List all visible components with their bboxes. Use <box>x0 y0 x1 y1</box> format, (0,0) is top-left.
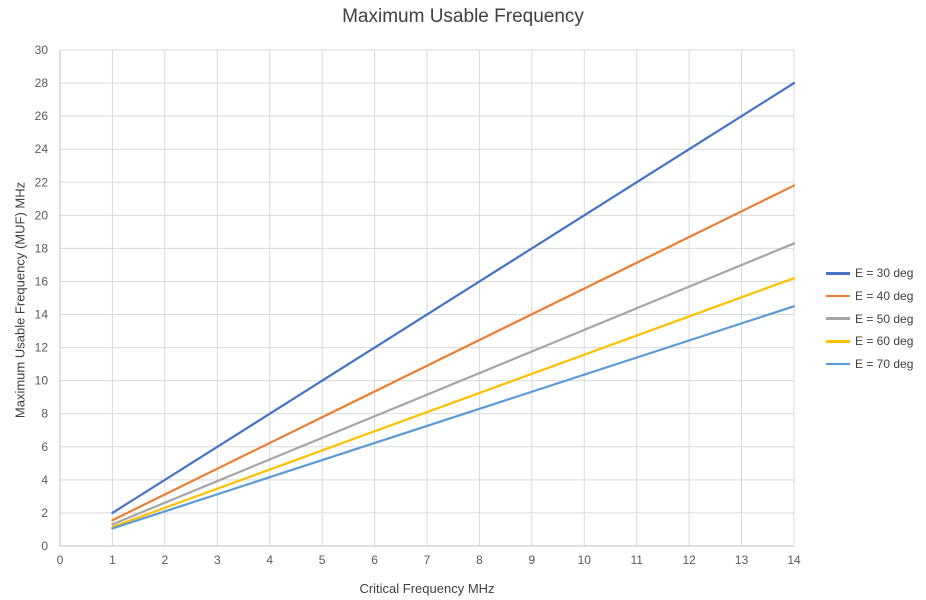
y-tick-label: 20 <box>35 208 49 222</box>
x-tick-label: 0 <box>57 553 64 567</box>
legend-item: E = 70 deg <box>826 353 913 376</box>
series-line-5 <box>111 305 796 530</box>
x-tick-label: 4 <box>266 553 273 567</box>
series-line-4 <box>111 277 796 529</box>
x-tick-labels: 0 1 2 3 4 5 6 7 8 9 10 11 12 13 14 <box>57 553 801 567</box>
legend-item: E = 50 deg <box>826 307 913 330</box>
series-line-1 <box>111 81 796 515</box>
x-tick-label: 3 <box>214 553 221 567</box>
legend-label: E = 30 deg <box>855 266 914 281</box>
x-tick-label: 11 <box>630 553 643 567</box>
legend-item: E = 30 deg <box>826 262 913 285</box>
x-tick-label: 12 <box>682 553 696 567</box>
y-tick-label: 4 <box>41 473 48 487</box>
legend: E = 30 deg E = 40 deg E = 50 deg E = 60 deg… <box>826 262 913 375</box>
legend-label: E = 40 deg <box>855 289 914 304</box>
x-tick-label: 6 <box>371 553 378 567</box>
y-tick-label: 30 <box>35 43 49 57</box>
axes <box>59 50 794 547</box>
x-tick-label: 10 <box>578 553 592 567</box>
y-tick-label: 10 <box>35 374 49 388</box>
y-tick-label: 18 <box>35 241 49 255</box>
x-tick-label: 2 <box>162 553 169 567</box>
legend-label: E = 60 deg <box>855 334 914 349</box>
legend-swatch <box>826 272 850 275</box>
legend-label: E = 50 deg <box>855 311 914 326</box>
x-tick-label: 9 <box>529 553 536 567</box>
y-tick-label: 6 <box>41 440 48 454</box>
y-tick-label: 8 <box>41 407 48 421</box>
y-tick-label: 24 <box>35 142 49 156</box>
x-tick-label: 5 <box>319 553 326 567</box>
y-tick-label: 0 <box>41 539 48 553</box>
y-tick-label: 2 <box>41 506 48 520</box>
legend-swatch <box>826 362 850 366</box>
y-tick-label: 22 <box>35 175 49 189</box>
legend-swatch <box>826 294 850 298</box>
chart-title: Maximum Usable Frequency <box>342 6 584 27</box>
x-tick-label: 1 <box>109 553 116 567</box>
legend-label: E = 70 deg <box>855 357 914 372</box>
legend-item: E = 40 deg <box>826 285 913 308</box>
y-tick-label: 14 <box>35 308 49 322</box>
grid-lines <box>60 49 795 546</box>
x-tick-label: 8 <box>476 553 483 567</box>
x-tick-label: 7 <box>424 553 431 567</box>
series-lines <box>111 81 796 530</box>
legend-swatch <box>826 340 850 343</box>
x-tick-label: 14 <box>787 553 801 567</box>
series-line-3 <box>111 242 796 526</box>
legend-swatch <box>826 317 850 320</box>
y-tick-label: 12 <box>35 341 49 355</box>
series-line-2 <box>111 184 796 522</box>
x-axis-label: Critical Frequency MHz <box>359 581 495 596</box>
y-tick-label: 28 <box>35 76 49 90</box>
y-tick-label: 26 <box>35 109 49 123</box>
legend-item: E = 60 deg <box>826 330 913 353</box>
x-tick-label: 13 <box>735 553 749 567</box>
y-tick-label: 16 <box>35 274 49 288</box>
y-axis-label: Maximum Usable Frequency (MUF) MHz <box>12 181 28 419</box>
